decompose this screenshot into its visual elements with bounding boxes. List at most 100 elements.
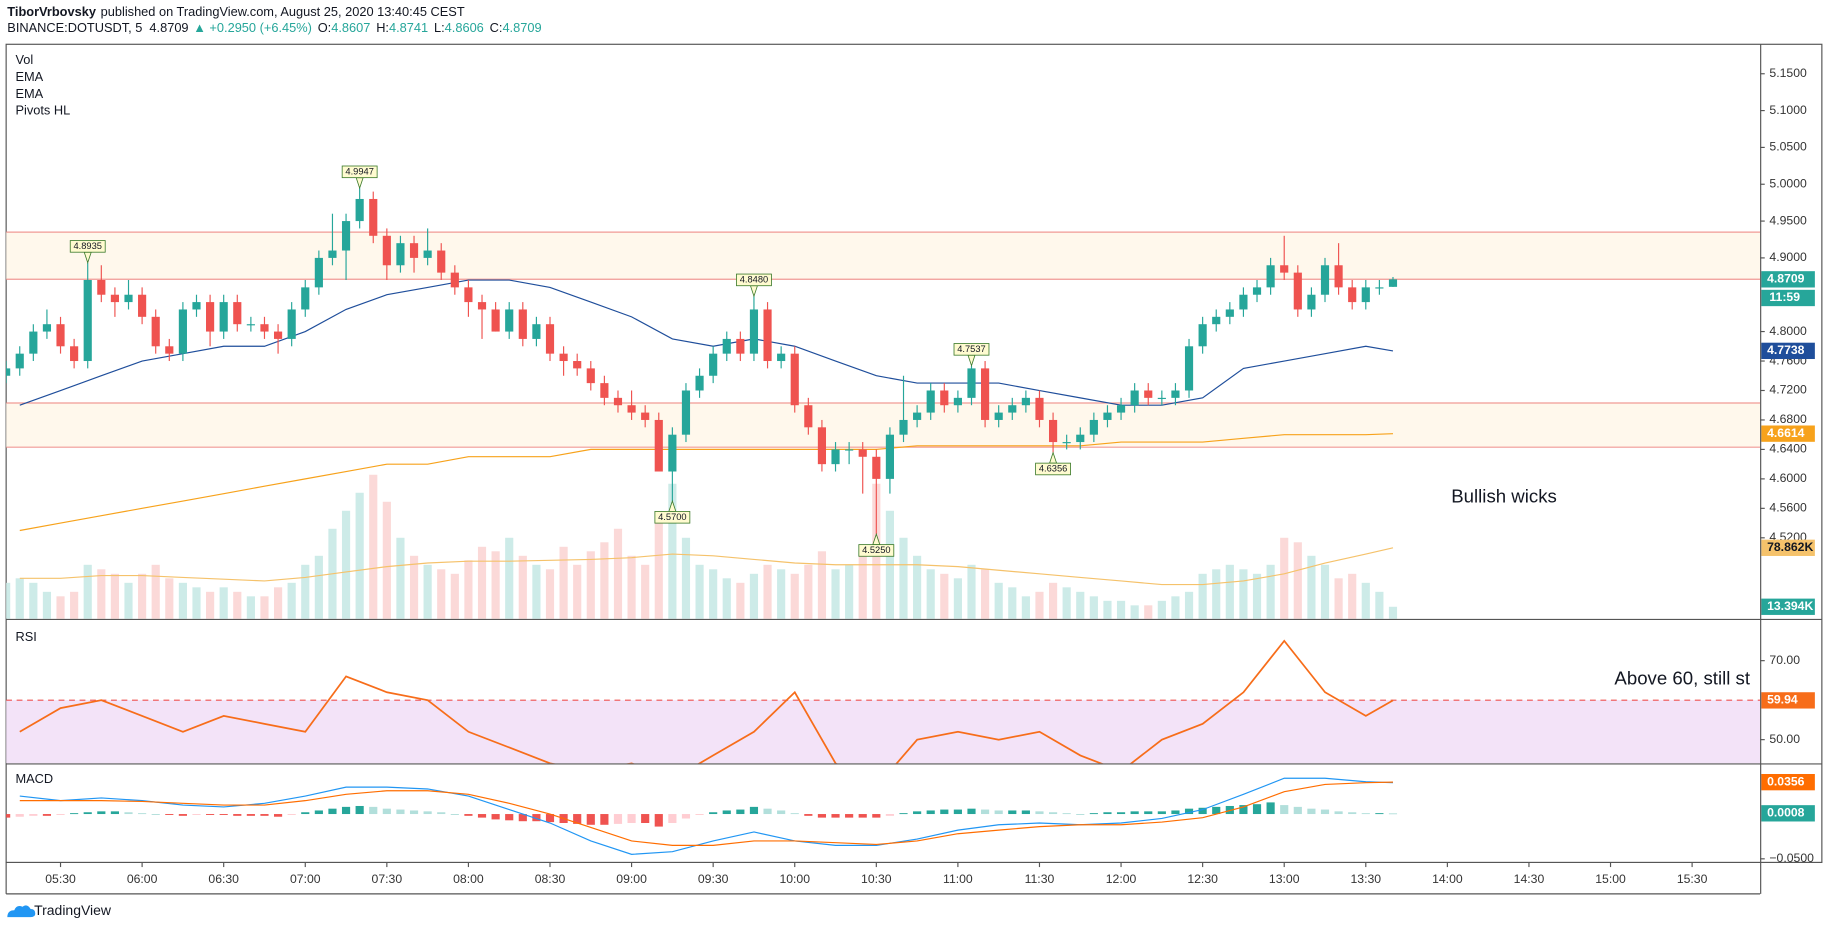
- volume-bar: [1116, 600, 1126, 619]
- y-tick-label: 4.7200: [1769, 383, 1807, 397]
- macd-histogram-bar: [899, 813, 908, 815]
- header-line1: TiborVrbovsky published on TradingView.co…: [7, 4, 465, 19]
- volume-bar: [681, 537, 691, 619]
- candle-body: [967, 368, 976, 398]
- macd-histogram-bar: [1361, 813, 1370, 815]
- candle-body: [668, 434, 677, 472]
- candle-body: [681, 390, 691, 435]
- volume-bar: [1048, 582, 1058, 619]
- macd-histogram-bar: [491, 814, 500, 820]
- candle-body: [1375, 287, 1384, 289]
- pivot-box: [953, 343, 990, 356]
- candle-body: [1212, 316, 1221, 325]
- volume-bar: [1212, 569, 1221, 619]
- macd-histogram-bar: [831, 814, 840, 818]
- y-tick-label: 5.1500: [1769, 66, 1807, 80]
- macd-histogram-bar: [790, 813, 799, 815]
- volume-bar: [1225, 564, 1234, 619]
- volume-bar: [110, 573, 119, 619]
- macd-histogram-bar: [613, 814, 623, 824]
- macd-pane: [6, 777, 1398, 855]
- ohlc-value: 4.8741: [389, 21, 428, 36]
- candle-body: [1021, 397, 1030, 406]
- candle-body: [763, 309, 772, 362]
- macd-histogram-bar: [382, 808, 391, 815]
- pivot-box: [736, 273, 772, 287]
- candle-body: [1008, 405, 1017, 413]
- pivot-label: 4.5700: [658, 512, 686, 522]
- macd-histogram-bar: [654, 814, 663, 827]
- macd-histogram-bar: [600, 814, 609, 825]
- candle-body: [301, 287, 310, 310]
- volume-bar: [15, 578, 24, 619]
- volume-bar: [437, 569, 446, 619]
- volume-bar: [736, 582, 745, 619]
- volume-bar: [749, 573, 759, 619]
- candle-body: [518, 309, 527, 339]
- volume-bar: [532, 564, 541, 619]
- macd-histogram-bar: [586, 814, 595, 825]
- volume-bar: [423, 564, 432, 619]
- macd-histogram-bar: [423, 811, 432, 815]
- volume-bar: [926, 569, 935, 619]
- macd-histogram-bar: [42, 814, 52, 816]
- macd-histogram-bar: [273, 814, 283, 817]
- candle-body: [314, 257, 323, 288]
- main-pane: 4.8935 4.9947 4.8480 4.5700 4.5250 4.7537 4.63…: [6, 165, 1761, 619]
- volume-bar: [953, 578, 962, 619]
- x-tick-label: 13:00: [1269, 872, 1300, 886]
- pivot-box: [1035, 462, 1071, 476]
- candle-body: [641, 412, 650, 420]
- price-badge-bg: [1761, 425, 1815, 442]
- macd-histogram-bar: [573, 814, 582, 824]
- volume-bar: [1361, 582, 1370, 619]
- macd-histogram-bar: [260, 814, 269, 816]
- volume-bar: [1293, 542, 1302, 619]
- x-tick-label: 06:30: [208, 872, 239, 886]
- volume-bar: [42, 591, 52, 619]
- macd-histogram-bar: [913, 811, 922, 815]
- candle-body: [97, 279, 106, 295]
- macd-histogram-bar: [6, 814, 11, 818]
- macd-histogram-bar: [858, 814, 867, 818]
- pivot-box: [341, 165, 378, 179]
- candle-body: [124, 294, 133, 303]
- macd-histogram-bar: [1375, 813, 1384, 815]
- y-tick-label: 4.9500: [1769, 213, 1807, 227]
- volume-bar: [1103, 600, 1112, 619]
- macd-histogram-bar: [1293, 806, 1302, 815]
- candle-body: [1076, 434, 1085, 443]
- pivot-label: 4.6356: [1039, 463, 1067, 473]
- volume-bar: [668, 483, 677, 619]
- price-badge: 4.7738: [1767, 343, 1805, 357]
- macd-histogram-bar: [355, 805, 364, 815]
- candle-body: [464, 287, 473, 303]
- candle-body: [1116, 405, 1126, 413]
- pivot-box: [69, 240, 106, 253]
- macd-histogram-bar: [97, 811, 106, 815]
- volume-bar: [1375, 591, 1384, 619]
- volume-bar: [83, 564, 92, 619]
- candle-body: [219, 302, 228, 332]
- candle-body: [613, 397, 623, 406]
- volume-bar: [477, 546, 487, 619]
- macd-histogram-bar: [668, 814, 677, 823]
- macd-histogram-bar: [736, 809, 745, 815]
- volume-bar: [382, 501, 391, 619]
- x-tick-label: 12:00: [1106, 872, 1137, 886]
- macd-histogram-bar: [396, 809, 405, 815]
- countdown: 11:59: [1769, 290, 1800, 304]
- volume-bar: [369, 474, 378, 619]
- volume-bar: [641, 564, 650, 619]
- candle-body: [722, 338, 731, 354]
- ema-slow-line: [19, 433, 1394, 532]
- candle-body: [913, 412, 922, 420]
- macd-histogram-bar: [328, 808, 337, 815]
- signal-line: [19, 781, 1393, 846]
- volume-bar: [817, 551, 827, 619]
- volume-bar: [1266, 564, 1275, 619]
- candle-body: [1252, 287, 1262, 295]
- candle-body: [450, 272, 459, 288]
- volume-bar: [450, 573, 459, 619]
- macd-histogram-bar: [1021, 810, 1030, 815]
